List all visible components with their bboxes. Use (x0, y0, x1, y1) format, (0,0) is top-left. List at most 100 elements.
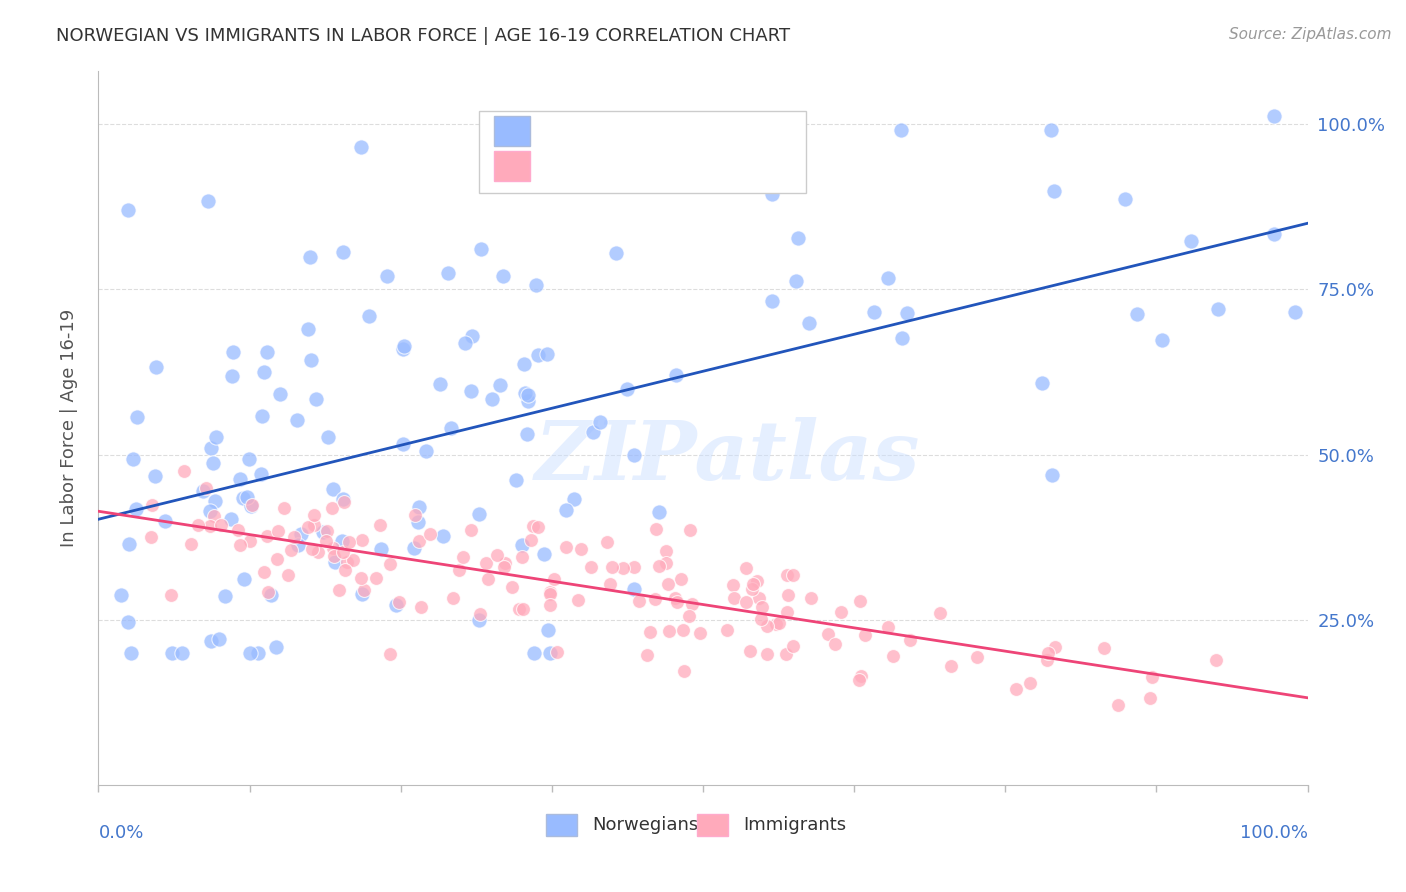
Point (285, 412, 308, 426)
Point (191, 484, 214, 499)
Point (353, 582, 375, 597)
Point (882, 649, 904, 664)
Point (250, 409, 273, 424)
Point (501, 580, 523, 594)
Point (644, 522, 666, 536)
Point (370, 542, 392, 557)
Point (299, 353, 322, 368)
Point (1139, 691, 1161, 706)
Text: 0.0%: 0.0% (98, 824, 143, 842)
Point (817, 626, 839, 640)
Point (408, 533, 430, 548)
Point (787, 230, 810, 244)
Point (654, 544, 676, 558)
Point (229, 472, 252, 486)
Bar (494, 116, 530, 145)
Point (513, 357, 536, 371)
Text: Source: ZipAtlas.com: Source: ZipAtlas.com (1229, 27, 1392, 42)
Point (145, 359, 167, 374)
Point (751, 599, 773, 614)
Point (384, 598, 406, 612)
Point (474, 556, 496, 570)
Point (304, 518, 326, 533)
Point (357, 309, 380, 323)
Point (522, 519, 544, 533)
Point (143, 469, 166, 483)
Point (612, 560, 634, 574)
Point (648, 504, 671, 518)
Point (432, 529, 454, 543)
Point (494, 556, 516, 570)
Point (239, 534, 262, 549)
Point (315, 524, 337, 538)
Point (782, 640, 804, 654)
Point (526, 277, 548, 292)
Point (890, 123, 912, 137)
Point (485, 548, 508, 562)
Point (538, 585, 561, 599)
Point (141, 530, 163, 544)
Point (741, 576, 763, 591)
Bar (697, 814, 728, 837)
Point (205, 430, 228, 444)
Point (849, 593, 872, 607)
Point (1180, 234, 1202, 248)
Point (214, 589, 236, 603)
Text: 100.0%: 100.0% (1240, 824, 1308, 842)
Point (194, 481, 217, 495)
Point (419, 526, 441, 541)
Point (392, 437, 415, 451)
Point (562, 492, 585, 507)
Point (644, 591, 666, 606)
Point (328, 582, 350, 597)
Point (1043, 640, 1066, 654)
Point (342, 553, 364, 567)
Point (256, 345, 278, 359)
Point (481, 392, 503, 407)
Point (404, 508, 426, 522)
Point (939, 659, 962, 673)
Bar (546, 814, 578, 837)
Point (740, 643, 762, 657)
Point (221, 512, 243, 526)
Point (477, 572, 499, 586)
Point (891, 331, 914, 345)
Point (689, 625, 711, 640)
Point (110, 588, 132, 602)
Point (277, 567, 299, 582)
Point (1042, 468, 1064, 483)
Point (853, 628, 876, 642)
Point (322, 541, 344, 556)
Point (723, 578, 745, 592)
Point (460, 523, 482, 537)
Point (388, 595, 411, 609)
Point (394, 339, 416, 353)
Point (260, 588, 283, 602)
Point (159, 588, 181, 602)
Point (198, 504, 221, 518)
Point (1142, 670, 1164, 684)
Point (1092, 640, 1115, 655)
Point (1150, 333, 1173, 347)
Point (238, 452, 260, 467)
Point (966, 650, 988, 665)
Point (322, 482, 344, 496)
Point (848, 673, 870, 687)
Point (197, 194, 219, 209)
Point (516, 427, 538, 442)
Point (520, 533, 543, 548)
Point (1031, 376, 1053, 390)
Text: R = -0.786: R = -0.786 (543, 157, 648, 175)
Point (877, 270, 900, 285)
Point (229, 538, 252, 552)
Point (638, 624, 661, 639)
Point (623, 448, 645, 462)
Point (669, 572, 692, 586)
Point (533, 547, 555, 561)
Point (283, 530, 305, 544)
Point (489, 378, 512, 392)
Point (280, 543, 302, 558)
Point (605, 246, 627, 260)
Point (290, 526, 312, 541)
Point (337, 534, 360, 549)
